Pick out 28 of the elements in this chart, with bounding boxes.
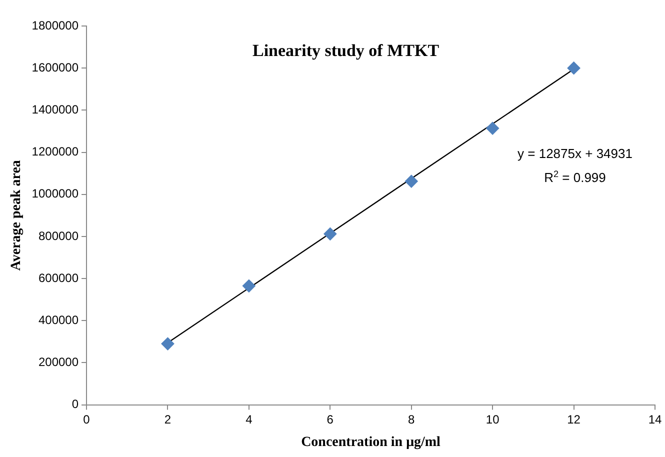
x-tick-label: 4 <box>246 412 253 426</box>
x-tick-label: 12 <box>567 412 581 426</box>
x-tick-label: 14 <box>648 412 662 426</box>
y-tick-label: 1000000 <box>32 186 79 201</box>
point <box>161 337 174 350</box>
y-tick-label: 1800000 <box>32 18 79 32</box>
point <box>404 174 418 188</box>
x-tick-label: 2 <box>164 412 172 426</box>
point <box>324 227 337 240</box>
y-tick-label: 600000 <box>38 270 79 285</box>
y-axis-title: Average peak area <box>9 160 24 271</box>
y-tick-label: 1600000 <box>32 60 79 74</box>
y-tick-label: 200000 <box>38 355 79 370</box>
x-tick-label: 6 <box>326 412 334 426</box>
point <box>486 122 500 135</box>
y-tick-label: 0 <box>72 397 79 412</box>
y-tick-label: 1400000 <box>32 102 79 116</box>
y-tick-label: 1200000 <box>32 144 79 159</box>
annotation: y = 12875x + 34931 <box>518 146 632 161</box>
point <box>567 62 580 75</box>
x-tick-label: 0 <box>83 412 90 426</box>
x-tick-label: 10 <box>486 412 500 426</box>
x-axis-title: Concentration in μg/ml <box>301 435 441 450</box>
y-tick-label: 800000 <box>38 228 79 243</box>
point <box>242 279 256 292</box>
text: Linearity study of MTKT <box>252 41 440 60</box>
y-tick-label: 400000 <box>38 312 79 327</box>
x-tick-label: 8 <box>408 412 416 426</box>
